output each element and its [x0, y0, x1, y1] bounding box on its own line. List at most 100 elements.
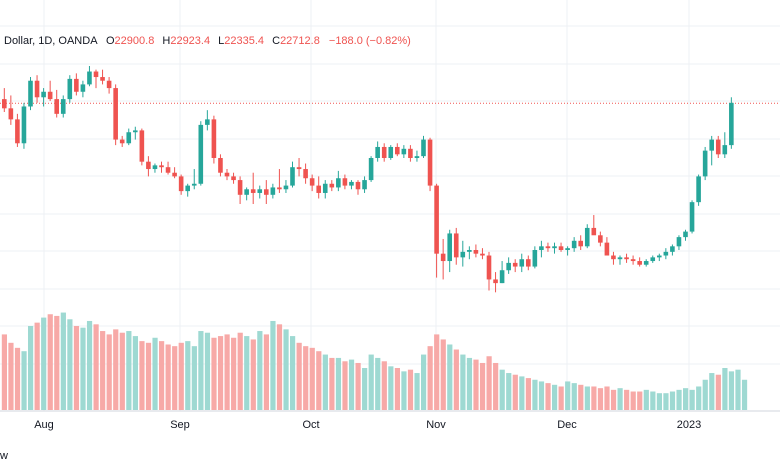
candle-body [303, 169, 308, 179]
volume-bar [741, 379, 748, 410]
candle-body [139, 130, 145, 162]
candle-body [440, 253, 446, 262]
x-tick-label: Sep [170, 419, 190, 431]
volume-bar [421, 354, 427, 410]
candle-body [205, 119, 210, 125]
candle-body [395, 146, 400, 155]
volume-bar [185, 341, 191, 410]
x-tick-label: Dec [557, 419, 577, 431]
volume-bar [21, 351, 27, 410]
candle-body [15, 119, 20, 144]
candle-body [336, 178, 341, 188]
candle-body [355, 181, 361, 190]
volume-bar [34, 322, 40, 410]
volume-bar [335, 357, 342, 410]
volume-bar [244, 336, 250, 410]
candle-body [709, 139, 714, 151]
candle-body [165, 167, 171, 173]
volume-bar [702, 379, 708, 410]
volume-bar [414, 373, 420, 410]
x-tick-label: Aug [34, 419, 54, 431]
volume-bar [257, 331, 263, 410]
volume-bar [1, 334, 7, 410]
candle-body [401, 148, 407, 155]
volume-bar [250, 339, 256, 410]
volume-bar [316, 351, 322, 410]
candle-body [224, 172, 230, 177]
volume-bar [54, 315, 60, 410]
legend-change: −188.0 (−0.82%) [329, 35, 411, 47]
candle-body [316, 185, 321, 193]
candle-body [480, 253, 485, 256]
volume-bar [434, 334, 440, 410]
candle-body [8, 108, 14, 120]
candle-body [257, 189, 263, 193]
volume-bar [309, 347, 315, 410]
candle-body [146, 161, 151, 170]
candle-body [591, 227, 597, 236]
candle-body [421, 139, 426, 157]
legend-low-value: 22335.4 [224, 35, 264, 47]
legend-close-value: 22712.8 [280, 35, 320, 47]
volume-bar [722, 368, 728, 410]
volume-bar [67, 319, 73, 410]
candle-body [519, 259, 525, 267]
volume-bar [211, 337, 217, 410]
candle-body [322, 183, 328, 193]
candle-body [283, 185, 289, 190]
volume-bar [80, 327, 86, 410]
candle-body [499, 270, 505, 284]
volume-bar [283, 329, 289, 410]
candle-body [683, 231, 688, 238]
legend-high-value: 22923.4 [170, 35, 210, 47]
candle-body [506, 262, 511, 271]
candle-body [650, 257, 656, 262]
candle-body [624, 257, 629, 260]
volume-bar [224, 334, 230, 410]
candle-body [119, 139, 125, 144]
volume-bar [290, 336, 296, 410]
candle-body [231, 176, 236, 181]
candle-body [696, 176, 701, 203]
volume-bar [178, 342, 184, 410]
candle-body [113, 88, 118, 140]
volume-bar [388, 366, 394, 410]
volume-bar [348, 359, 355, 410]
volume-bar [427, 346, 433, 410]
volume-bar [407, 369, 414, 410]
volume-bars [1, 312, 748, 410]
volume-bar [139, 341, 145, 410]
volume-bar [231, 337, 237, 410]
volume-bar [578, 384, 584, 410]
candle-body [427, 139, 433, 186]
legend-close-label: C [272, 35, 280, 47]
candle-body [41, 91, 46, 98]
volume-bar [525, 378, 531, 410]
candle-body [133, 130, 138, 133]
candle-body [447, 233, 452, 262]
volume-bar [597, 388, 604, 410]
candle-body [467, 250, 472, 252]
candle-body [637, 261, 642, 265]
candle-body [565, 248, 570, 250]
volume-bar [683, 388, 689, 410]
volume-bar [571, 383, 577, 410]
candle-body [715, 139, 721, 155]
candle-body [270, 187, 276, 195]
footer-partial-text: w [0, 450, 8, 462]
candle-body [250, 189, 256, 193]
candle-body [349, 181, 354, 186]
volume-bar [159, 341, 165, 410]
volume-bar [204, 332, 211, 410]
candle-body [611, 255, 616, 260]
legend-open-label: O [106, 35, 115, 47]
candle-body [191, 183, 197, 186]
volume-bar [545, 383, 551, 410]
candle-body [290, 167, 295, 186]
volume-bar [132, 336, 138, 410]
candle-body [571, 240, 577, 249]
candle-body [277, 187, 282, 190]
candle-body [28, 80, 33, 107]
volume-bar [466, 357, 473, 410]
